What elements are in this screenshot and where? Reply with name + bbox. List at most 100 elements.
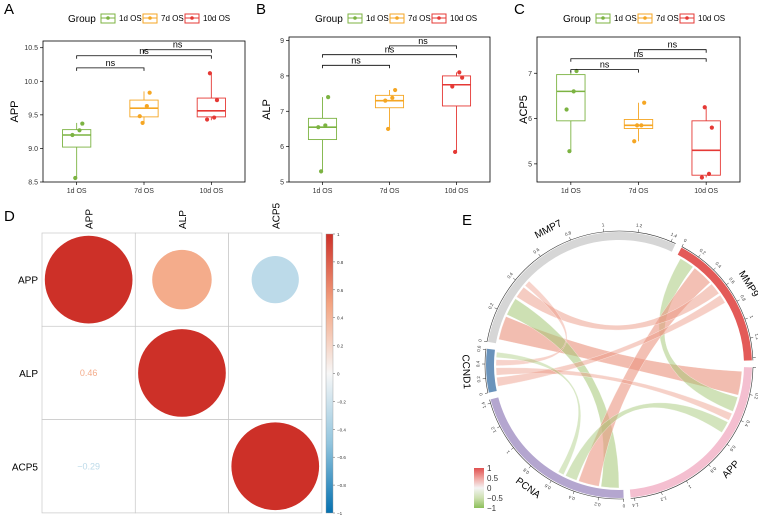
sector-tick-label: 1 xyxy=(749,315,755,320)
legend-title: Group xyxy=(315,14,343,25)
legend-swatch xyxy=(679,13,695,24)
chord-link xyxy=(495,351,582,476)
bracket-line xyxy=(76,67,145,71)
sector-tick-label: 0.6 xyxy=(543,483,551,491)
sector-tick xyxy=(511,447,514,450)
data-point xyxy=(450,84,455,89)
sector-tick xyxy=(661,492,663,496)
chord-link xyxy=(506,298,620,489)
sector-axis xyxy=(489,399,624,500)
data-point xyxy=(706,171,712,176)
data-point xyxy=(385,126,391,132)
sector-tick xyxy=(528,465,532,469)
bracket-line xyxy=(570,58,707,62)
sector-tick xyxy=(744,317,748,320)
corr-circle xyxy=(138,329,226,417)
column-label: ACP5 xyxy=(271,202,282,229)
panel-e-chord: E 0 0.2 0.4 0.6 0.8 1 1.2 1.4 MMP7 0 0.2 0.4 0.6 0.8 1 1… xyxy=(459,212,758,513)
data-point xyxy=(207,71,213,76)
sector-tick xyxy=(494,307,498,310)
row-label: ALP xyxy=(19,369,38,380)
panel-letter: C xyxy=(514,1,525,18)
data-point xyxy=(390,95,395,100)
legend-swatch xyxy=(142,13,158,24)
corr-circle xyxy=(231,422,320,511)
box-7d-os xyxy=(623,100,654,144)
significance-bracket: ns xyxy=(76,58,145,71)
colorbar-tick-label: −0.4 xyxy=(337,427,346,432)
data-point xyxy=(323,123,328,128)
chord-legend-label: −0.5 xyxy=(487,494,503,503)
legend-swatch-dot xyxy=(148,16,152,20)
data-point xyxy=(639,123,644,128)
sector-tick-label: 0 xyxy=(478,392,484,396)
box-1d-os xyxy=(62,121,92,181)
corr-value-label: 0.46 xyxy=(80,368,98,378)
sector-tick-label: 1.4 xyxy=(632,502,639,508)
legend-title: Group xyxy=(68,14,96,25)
colorbar-tick-label: −1 xyxy=(337,511,343,516)
bracket-line xyxy=(570,69,639,73)
box-body xyxy=(556,74,586,122)
data-point xyxy=(632,139,637,144)
x-tick-label: 1d OS xyxy=(313,188,333,195)
sector-tick-label: 0.4 xyxy=(714,261,722,269)
sector-arc xyxy=(629,367,752,498)
sector-tick xyxy=(740,420,744,423)
y-tick-label: 7 xyxy=(528,71,532,78)
sector-tick xyxy=(487,402,491,405)
data-point xyxy=(699,175,705,180)
sector-axis xyxy=(484,348,489,393)
sector-tick-label: 0.4 xyxy=(568,494,576,501)
legend-label: 10d OS xyxy=(698,14,725,23)
sector-tick xyxy=(698,254,701,258)
data-point xyxy=(642,100,647,105)
y-tick-label: 9.5 xyxy=(28,112,38,119)
box-1d-os xyxy=(556,68,586,154)
corr-circle xyxy=(152,249,212,310)
bracket-label: ns xyxy=(351,55,361,65)
colorbar-tick-label: 1 xyxy=(337,232,340,237)
legend-swatch xyxy=(595,13,611,24)
y-axis-label: ALP xyxy=(261,99,273,120)
legend-swatch xyxy=(431,13,447,24)
legend-label: 7d OS xyxy=(161,14,184,23)
sector-tick-label: 0.6 xyxy=(729,444,737,452)
legend-label: 10d OS xyxy=(203,14,230,23)
sector-tick-label: 0.2 xyxy=(753,393,758,401)
box-1d-os xyxy=(307,95,338,174)
chord-legend-label: 0 xyxy=(487,484,492,493)
legend-swatch xyxy=(184,13,200,24)
panel-letter: A xyxy=(4,1,14,18)
colorbar-tick-label: −0.6 xyxy=(337,455,346,460)
box-body xyxy=(691,120,721,176)
sector-tick-label: 1.4 xyxy=(670,232,678,239)
data-point xyxy=(212,115,217,120)
data-point xyxy=(318,169,324,174)
y-tick-label: 5 xyxy=(528,161,532,168)
sector-tick-label: 1 xyxy=(687,484,692,490)
y-tick-label: 10.5 xyxy=(24,45,38,52)
chord-link xyxy=(578,267,711,487)
chord-link xyxy=(565,402,729,481)
sector-tick xyxy=(681,243,684,247)
sector-label: APP xyxy=(720,458,742,480)
y-tick-label: 8 xyxy=(280,73,284,80)
data-point xyxy=(73,175,78,181)
data-point xyxy=(326,95,331,100)
bracket-label: ns xyxy=(668,40,678,50)
panel-b-boxplot: B Group 1d OS 7d OS 10d OS 5 6 7 8 9 ALP 1d OS 7d OS… xyxy=(256,1,491,195)
legend-title: Group xyxy=(563,14,591,25)
bracket-label: ns xyxy=(106,58,116,68)
colorbar-tick-label: 0.8 xyxy=(337,260,344,265)
sector-tick-label: 0.4 xyxy=(744,420,751,428)
data-point xyxy=(316,125,321,130)
bracket-line xyxy=(143,49,212,53)
x-tick-label: 7d OS xyxy=(380,188,400,195)
sector-tick-label: 1.2 xyxy=(659,495,667,502)
sector-arc xyxy=(486,348,497,393)
data-point xyxy=(147,90,152,95)
legend-swatch-dot xyxy=(685,16,689,20)
legend-swatch-dot xyxy=(643,16,647,20)
